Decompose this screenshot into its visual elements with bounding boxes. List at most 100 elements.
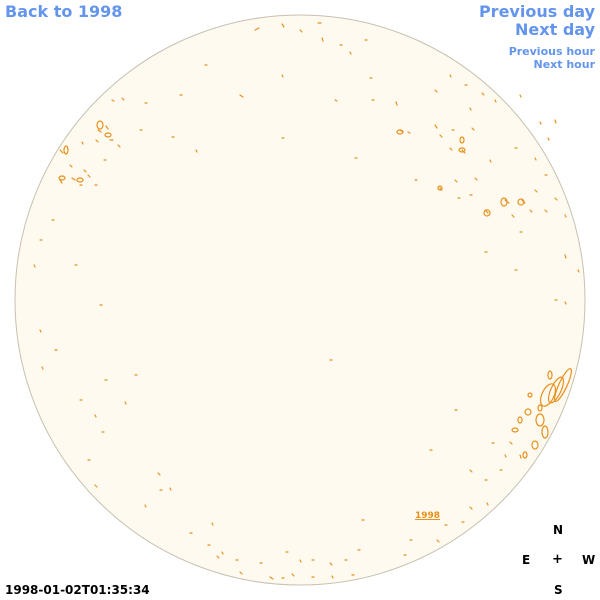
contour-mark	[349, 51, 352, 55]
compass-north: N	[553, 523, 564, 537]
active-region-contour	[58, 175, 66, 181]
contour-mark	[434, 124, 438, 129]
active-region-contour	[63, 145, 69, 155]
contour-mark	[494, 99, 497, 103]
contour-mark	[239, 571, 243, 575]
contour-mark	[97, 129, 102, 133]
contour-mark	[121, 97, 125, 101]
contour-mark	[83, 169, 87, 173]
contour-mark	[489, 159, 492, 163]
contour-mark	[471, 127, 475, 131]
contour-mark	[321, 37, 324, 42]
contour-mark	[33, 264, 36, 268]
contour-mark	[269, 576, 274, 580]
contour-mark	[239, 94, 244, 98]
compass-center: +	[552, 552, 563, 567]
active-region-contour	[535, 413, 545, 427]
contour-mark	[59, 149, 64, 154]
active-region-contour	[537, 404, 543, 412]
contour-mark	[529, 209, 533, 213]
contour-mark	[577, 269, 580, 273]
contour-mark	[331, 575, 334, 579]
contour-mark	[117, 144, 121, 148]
active-region-contour	[104, 132, 112, 138]
observation-timestamp: 1998-01-02T01:35:34	[5, 583, 150, 597]
contour-mark	[469, 506, 473, 510]
solar-disk	[14, 14, 586, 586]
contour-mark	[94, 484, 98, 488]
contour-mark	[395, 101, 398, 106]
active-region-contour	[517, 416, 523, 424]
contour-mark	[95, 139, 99, 143]
contour-mark	[434, 89, 438, 93]
contour-mark	[81, 141, 84, 145]
contour-mark	[486, 502, 489, 506]
contour-mark	[124, 401, 127, 405]
contour-mark	[511, 214, 515, 218]
contour-mark	[254, 27, 260, 31]
contour-mark	[534, 157, 537, 161]
contour-mark	[39, 329, 42, 333]
contour-mark	[474, 177, 478, 181]
contour-mark	[509, 441, 513, 445]
contour-mark	[211, 522, 214, 526]
compass-east: E	[522, 553, 531, 567]
active-region-contour	[524, 408, 532, 416]
contour-mark	[544, 209, 548, 213]
back-to-year-link[interactable]: Back to 1998	[5, 2, 123, 21]
contour-mark	[539, 121, 542, 125]
active-region-contour	[483, 209, 491, 217]
contour-mark	[519, 94, 522, 98]
contour-mark	[299, 559, 302, 563]
contour-mark	[436, 539, 440, 543]
compass-west: W	[582, 553, 596, 567]
contour-mark	[504, 454, 507, 458]
contour-mark	[554, 119, 557, 124]
contour-mark	[481, 92, 485, 96]
next-hour-link[interactable]: Next hour	[533, 58, 596, 71]
contour-mark	[216, 555, 220, 559]
next-day-link[interactable]: Next day	[515, 20, 595, 39]
contour-mark	[195, 149, 198, 153]
contour-mark	[334, 99, 338, 102]
contour-mark	[329, 562, 333, 566]
active-region-contour	[96, 120, 104, 130]
contour-mark	[564, 254, 567, 259]
active-region-contour	[76, 177, 84, 183]
contour-mark	[469, 107, 472, 111]
contour-mark	[87, 174, 91, 178]
contour-mark	[94, 414, 97, 418]
contour-mark	[71, 177, 76, 181]
contour-mark	[547, 137, 550, 141]
active-region-contour	[547, 370, 553, 380]
contour-mark	[554, 197, 558, 201]
active-region-contour	[500, 197, 508, 207]
active-region-contour	[396, 129, 404, 135]
active-region-contour	[511, 427, 519, 433]
active-region-contour	[459, 136, 465, 144]
active-region-contour	[517, 198, 525, 206]
active-regions	[58, 120, 573, 459]
previous-day-link[interactable]: Previous day	[478, 2, 595, 21]
active-region-contour	[527, 392, 533, 398]
contour-mark	[534, 189, 538, 193]
contour-mark	[169, 487, 172, 491]
contour-mark	[281, 23, 285, 28]
contour-mark	[69, 164, 73, 168]
contour-mark	[221, 551, 224, 555]
contour-mark	[454, 179, 458, 183]
year-marker-link[interactable]: 1998	[415, 511, 441, 521]
contour-mark	[144, 504, 147, 508]
contour-mark	[105, 125, 109, 130]
contour-mark	[469, 469, 473, 473]
active-region-contour	[437, 185, 443, 191]
previous-hour-link[interactable]: Previous hour	[508, 45, 595, 58]
contour-mark	[564, 301, 567, 305]
contour-mark	[59, 179, 63, 184]
contour-mark	[449, 147, 453, 151]
contour-mark	[41, 366, 44, 370]
active-region-contour	[458, 147, 466, 153]
contour-mark	[291, 573, 295, 577]
active-region-contour	[541, 425, 549, 439]
